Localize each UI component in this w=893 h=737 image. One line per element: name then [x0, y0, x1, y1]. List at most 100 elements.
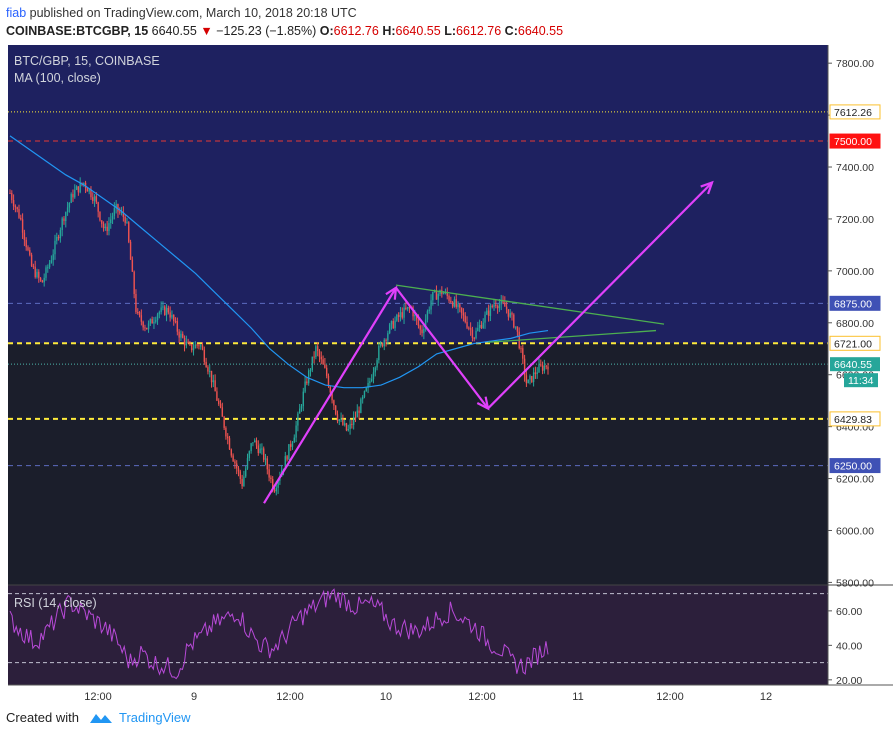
candle-body — [264, 458, 267, 460]
chart-svg[interactable]: 7800.007600.007400.007200.007000.006800.… — [0, 45, 893, 705]
candle-body — [379, 343, 382, 346]
candle-body — [318, 350, 321, 357]
candle-body — [468, 327, 470, 329]
arrow-head — [385, 285, 398, 300]
candle-body — [185, 341, 188, 346]
symbol-label: COINBASE:BTCGBP, 15 — [6, 24, 149, 38]
candle-body — [23, 232, 26, 240]
time-axis[interactable]: 12:00 9 12:00 10 12:00 11 12:00 12 — [8, 684, 893, 705]
arrow-line[interactable] — [395, 287, 489, 410]
trendline[interactable] — [487, 329, 657, 343]
candle-body — [142, 321, 144, 328]
candle-body — [383, 339, 385, 347]
candle-body — [113, 208, 116, 216]
candle-body — [137, 311, 139, 313]
level-label-box — [829, 335, 881, 351]
candle-body — [252, 442, 254, 444]
candle-body — [423, 328, 425, 334]
candle-body — [147, 323, 150, 330]
candle-body — [122, 211, 125, 217]
arrow-line[interactable] — [487, 181, 713, 410]
low-value: 6612.76 — [456, 24, 502, 38]
candle-body — [14, 206, 17, 208]
candle-body — [257, 445, 260, 454]
candle-body — [63, 218, 65, 222]
drawings[interactable] — [263, 180, 714, 504]
candle-body — [218, 400, 220, 404]
arrow-head — [700, 180, 714, 195]
candle-body — [345, 423, 348, 431]
arrow-line[interactable] — [263, 287, 397, 504]
candle-body — [507, 309, 510, 317]
candle-body — [372, 372, 375, 379]
candle-body — [370, 378, 373, 382]
candle-body — [237, 468, 240, 472]
candle-body — [360, 399, 362, 413]
candle-body — [248, 451, 251, 459]
candle-body — [266, 458, 269, 470]
rsi-line — [9, 588, 549, 680]
candle-body — [307, 370, 310, 384]
candle-body — [408, 306, 411, 308]
candle-body — [84, 182, 87, 188]
author-link[interactable]: fiab — [6, 6, 27, 20]
candle-body — [201, 345, 204, 350]
candle-body — [534, 372, 537, 375]
candle-body — [336, 414, 339, 422]
change-value: −125.23 (−1.85%) — [216, 24, 317, 38]
tradingview-brand[interactable]: TradingView — [118, 710, 191, 725]
candle-body — [511, 313, 513, 315]
candle-body — [41, 280, 44, 283]
level-label: 6250.00 — [834, 461, 872, 473]
candle-body — [286, 456, 288, 460]
candle-body — [38, 271, 40, 278]
candle-body — [20, 217, 22, 220]
trendline[interactable] — [395, 284, 665, 325]
candle-body — [57, 236, 60, 239]
level-label: 6875.00 — [834, 298, 872, 310]
candle-body — [349, 423, 351, 430]
last-price-label: 6640.55 — [834, 359, 872, 371]
candle-body — [270, 477, 272, 479]
candle-body — [428, 309, 430, 312]
candle-body — [108, 223, 110, 231]
candle-body — [92, 197, 94, 201]
candle-body — [183, 337, 186, 346]
price-axis[interactable]: 7800.007600.007400.007200.007000.006800.… — [827, 45, 893, 687]
rsi-tick-label: 20.00 — [836, 675, 862, 687]
publish-info: published on TradingView.com, March 10, … — [29, 6, 357, 20]
candle-body — [86, 187, 89, 192]
candle-body — [79, 182, 81, 193]
candle-body — [117, 204, 119, 212]
candle-body — [16, 207, 18, 210]
candle-body — [509, 313, 511, 317]
candle-body — [12, 200, 15, 207]
rsi-label: RSI (14, close) — [14, 596, 97, 610]
candle-body — [338, 419, 340, 422]
rsi-tick-label: 40.00 — [836, 640, 862, 652]
candle-body — [453, 299, 456, 307]
candle-body — [493, 304, 495, 307]
open-label: O: — [319, 24, 334, 38]
ma-label: MA (100, close) — [14, 71, 101, 85]
countdown-box — [844, 373, 878, 388]
candle-body — [111, 215, 114, 220]
candle-body — [392, 320, 394, 329]
level-label: 6721.00 — [834, 338, 872, 350]
time-tick-label: 12:00 — [84, 691, 112, 703]
candle-body — [160, 307, 162, 313]
candle-body — [365, 387, 367, 392]
candle-body — [522, 348, 524, 359]
candle-body — [56, 236, 58, 241]
chart-container[interactable]: 7800.007600.007400.007200.007000.006800.… — [0, 45, 893, 705]
level-label-box — [829, 458, 881, 474]
candle-body — [99, 211, 101, 221]
candle-body — [32, 266, 35, 268]
candle-body — [158, 312, 161, 315]
candle-body — [34, 266, 36, 278]
candle-body — [464, 315, 466, 322]
candle-body — [388, 324, 391, 334]
candle-body — [473, 337, 475, 339]
candle-body — [354, 417, 357, 419]
price-tick-label: 7400.00 — [836, 162, 874, 174]
